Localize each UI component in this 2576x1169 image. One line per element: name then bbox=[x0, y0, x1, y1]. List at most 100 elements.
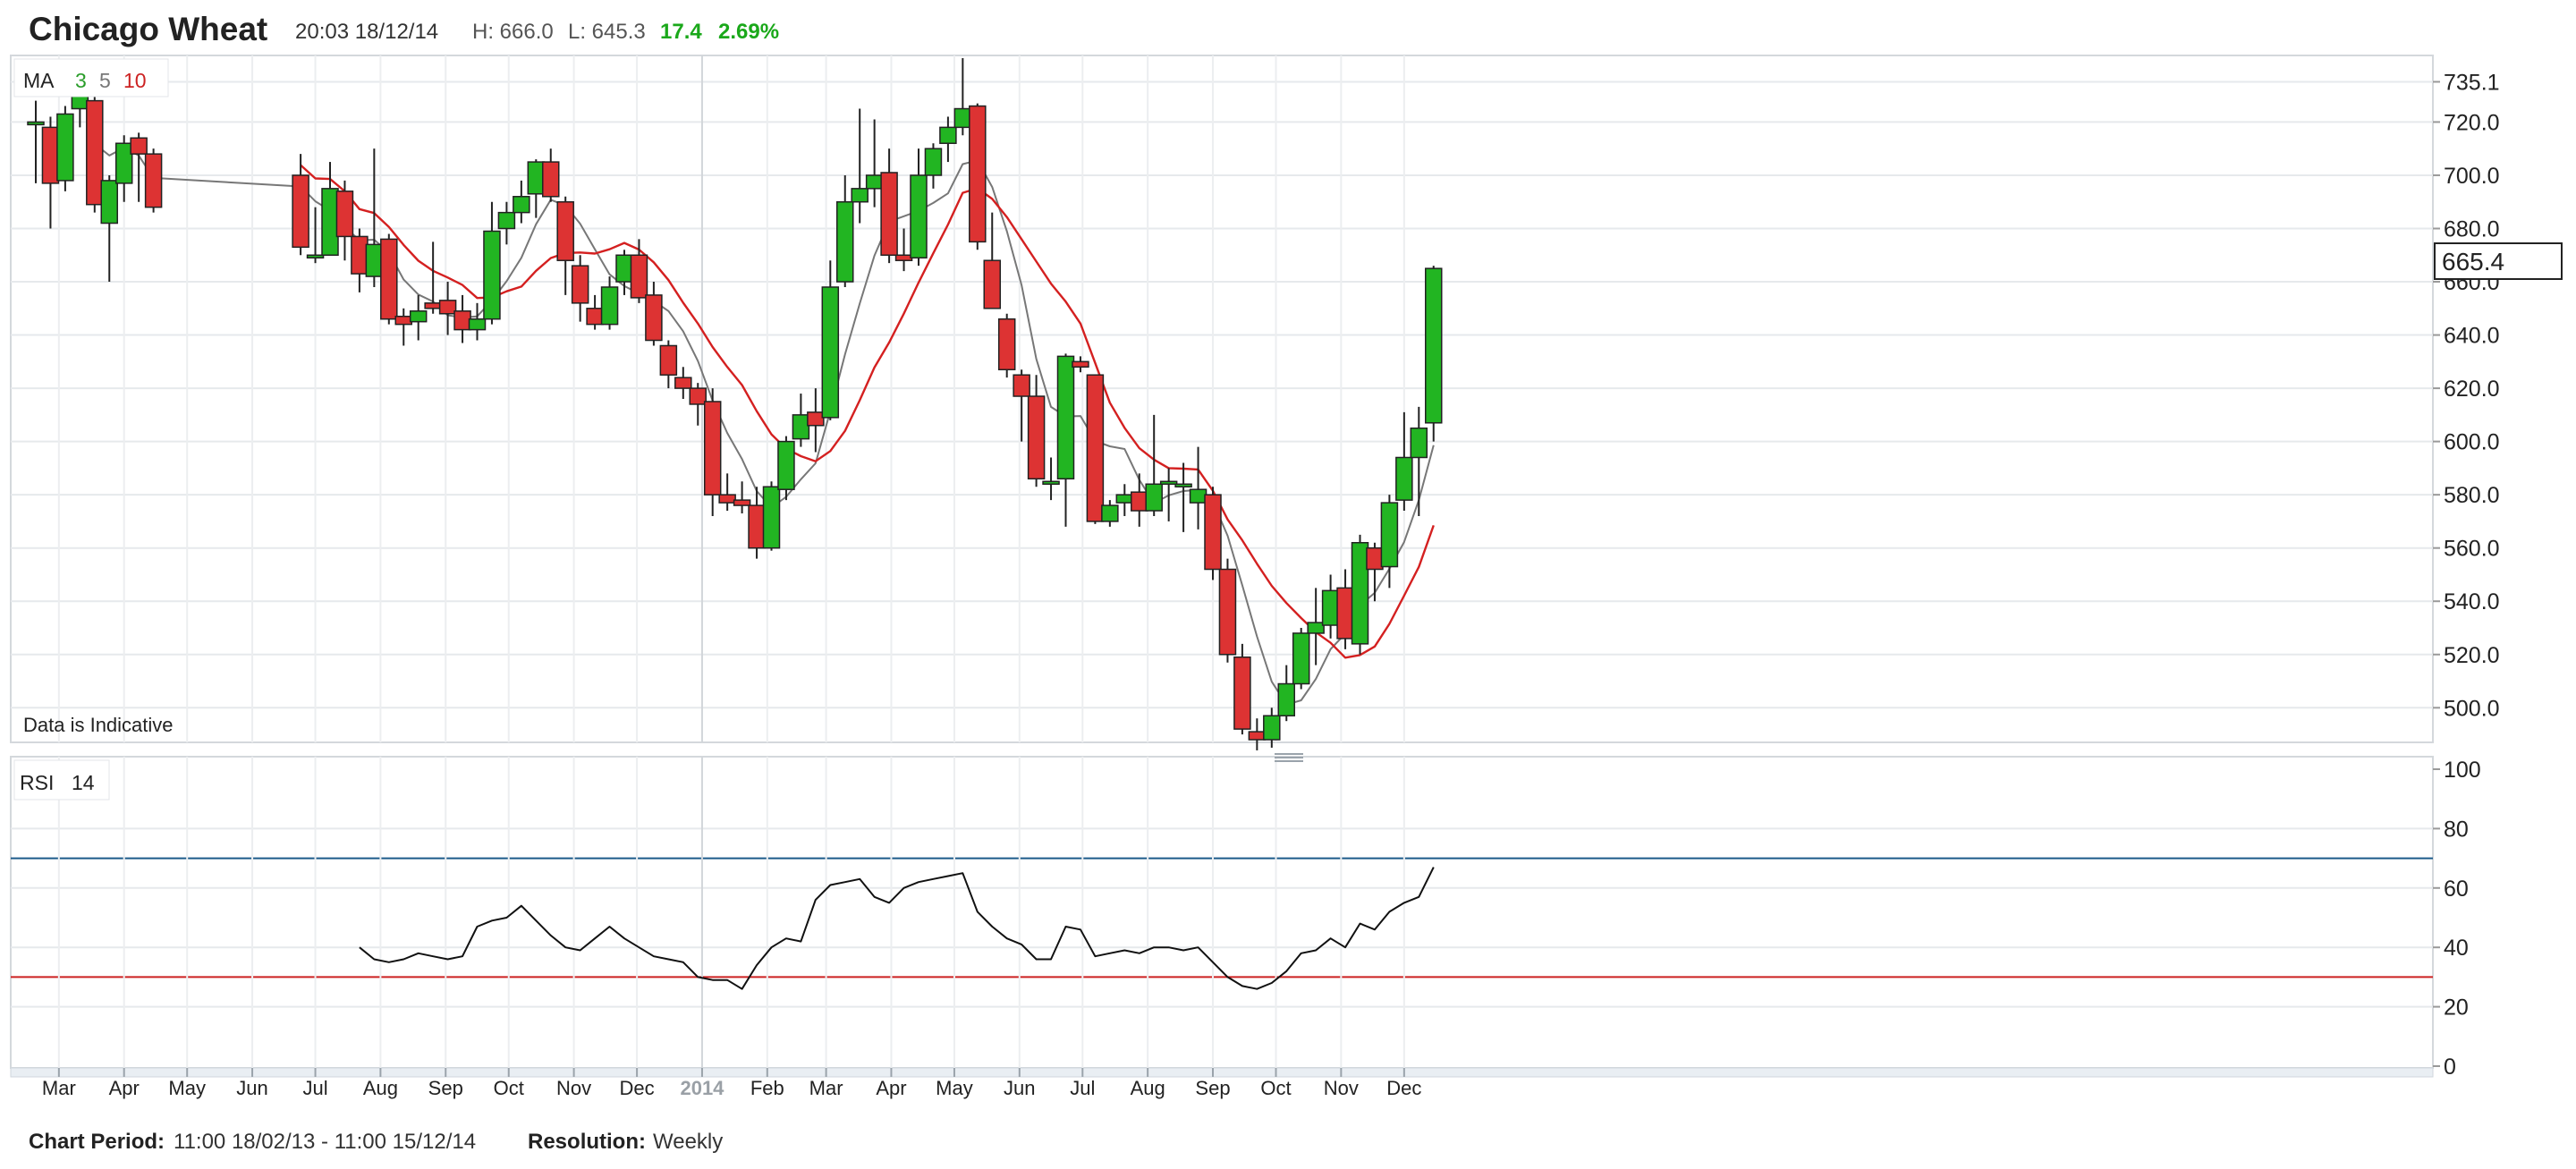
ma-legend-period-3: 3 bbox=[75, 69, 87, 92]
candle-body bbox=[527, 161, 546, 195]
candlestick bbox=[1395, 411, 1413, 512]
candle-body bbox=[851, 188, 869, 203]
candle-body bbox=[1292, 632, 1310, 685]
time-tick-label: Apr bbox=[876, 1077, 906, 1099]
candlestick bbox=[997, 313, 1016, 378]
candlestick bbox=[438, 282, 457, 335]
chart-title: Chicago Wheat bbox=[29, 11, 267, 47]
candlestick bbox=[894, 228, 913, 272]
time-tick-label: Jul bbox=[302, 1077, 327, 1099]
candlestick bbox=[1131, 473, 1148, 527]
rsi-tick-label: 0 bbox=[2444, 1055, 2456, 1080]
resolution-label: Resolution: bbox=[528, 1130, 646, 1154]
price-tick-label: 560.0 bbox=[2444, 537, 2500, 562]
candlestick bbox=[1042, 457, 1060, 501]
candlestick bbox=[1056, 353, 1075, 527]
panel-resize-handle[interactable] bbox=[1275, 753, 1303, 762]
price-tick-label: 620.0 bbox=[2444, 377, 2500, 402]
candle-body bbox=[762, 486, 781, 549]
candle-body bbox=[836, 200, 854, 283]
rsi-tick-label: 20 bbox=[2444, 995, 2469, 1021]
candlestick bbox=[1013, 369, 1030, 442]
candle-body bbox=[56, 113, 74, 182]
candle-body bbox=[144, 153, 163, 208]
ma-legend-period-5: 5 bbox=[99, 69, 111, 92]
candle-body bbox=[292, 174, 309, 249]
candle-body bbox=[1042, 480, 1060, 486]
candlestick bbox=[645, 282, 663, 346]
candle-body bbox=[100, 180, 118, 224]
candlestick bbox=[27, 100, 45, 183]
candlestick bbox=[1204, 487, 1222, 580]
last-price-label: 665.4 bbox=[2442, 248, 2504, 275]
time-tick-label: Oct bbox=[1260, 1077, 1291, 1099]
candlestick bbox=[380, 233, 398, 325]
candlestick bbox=[762, 481, 781, 551]
time-tick-label: Apr bbox=[109, 1077, 140, 1099]
time-tick-label: May bbox=[936, 1077, 973, 1099]
candlestick bbox=[924, 143, 943, 189]
time-tick-label: 2014 bbox=[680, 1077, 724, 1099]
candlestick bbox=[1336, 569, 1354, 649]
rsi-legend-period: 14 bbox=[72, 771, 95, 794]
candlestick bbox=[600, 276, 619, 330]
candle-body bbox=[1115, 494, 1134, 504]
candle-body bbox=[1336, 587, 1354, 640]
candle-body bbox=[1425, 267, 1443, 424]
candle-body bbox=[1027, 395, 1046, 480]
time-tick-label: Sep bbox=[428, 1077, 463, 1099]
candlestick bbox=[1086, 374, 1105, 524]
ma-10-line bbox=[300, 164, 1435, 659]
candle-body bbox=[703, 401, 722, 496]
candle-body bbox=[438, 300, 457, 315]
time-tick-label: Dec bbox=[1386, 1077, 1421, 1099]
candle-body bbox=[1174, 483, 1192, 488]
time-tick-label: Feb bbox=[750, 1077, 784, 1099]
candlestick bbox=[983, 212, 1001, 309]
candlestick bbox=[365, 148, 384, 287]
candle-body bbox=[969, 105, 987, 243]
candle-body bbox=[1366, 546, 1384, 571]
time-tick-label: Sep bbox=[1195, 1077, 1230, 1099]
candlestick bbox=[321, 162, 339, 257]
candle-body bbox=[1233, 656, 1251, 730]
candle-body bbox=[513, 196, 530, 214]
candlestick bbox=[1380, 495, 1399, 589]
candlestick bbox=[1027, 375, 1046, 487]
time-tick-label: Nov bbox=[556, 1077, 591, 1099]
candlestick bbox=[1321, 574, 1340, 639]
price-tick-label: 735.1 bbox=[2444, 70, 2500, 95]
candlestick bbox=[56, 106, 74, 191]
rsi-grid bbox=[11, 768, 2440, 1067]
candle-body bbox=[807, 411, 825, 427]
candle-body bbox=[1380, 502, 1399, 568]
candlestick bbox=[1263, 707, 1281, 748]
candle-body bbox=[483, 230, 501, 320]
candlestick bbox=[777, 436, 795, 501]
ma-legend-period-10: 10 bbox=[123, 69, 147, 92]
candlestick bbox=[1277, 665, 1295, 722]
candlestick bbox=[836, 174, 854, 287]
time-tick-label: Jun bbox=[236, 1077, 267, 1099]
candle-body bbox=[1056, 355, 1075, 480]
candle-body bbox=[571, 265, 589, 304]
candlestick bbox=[1145, 414, 1163, 516]
candle-body bbox=[409, 310, 428, 323]
price-tick-label: 500.0 bbox=[2444, 696, 2500, 721]
rsi-line bbox=[359, 867, 1435, 990]
candlestick bbox=[1189, 446, 1208, 529]
candlestick bbox=[1174, 462, 1192, 532]
candlestick bbox=[351, 228, 369, 292]
candlestick bbox=[335, 180, 354, 261]
candlestick bbox=[144, 148, 163, 213]
candlestick bbox=[880, 148, 898, 264]
candle-body bbox=[748, 504, 766, 549]
candle-body bbox=[1307, 622, 1325, 634]
candle-body bbox=[1204, 494, 1222, 571]
candle-body bbox=[939, 126, 957, 144]
candlestick bbox=[394, 308, 412, 346]
candlestick bbox=[1366, 542, 1384, 602]
rsi-tick-label: 80 bbox=[2444, 817, 2469, 842]
candle-body bbox=[1218, 568, 1237, 656]
